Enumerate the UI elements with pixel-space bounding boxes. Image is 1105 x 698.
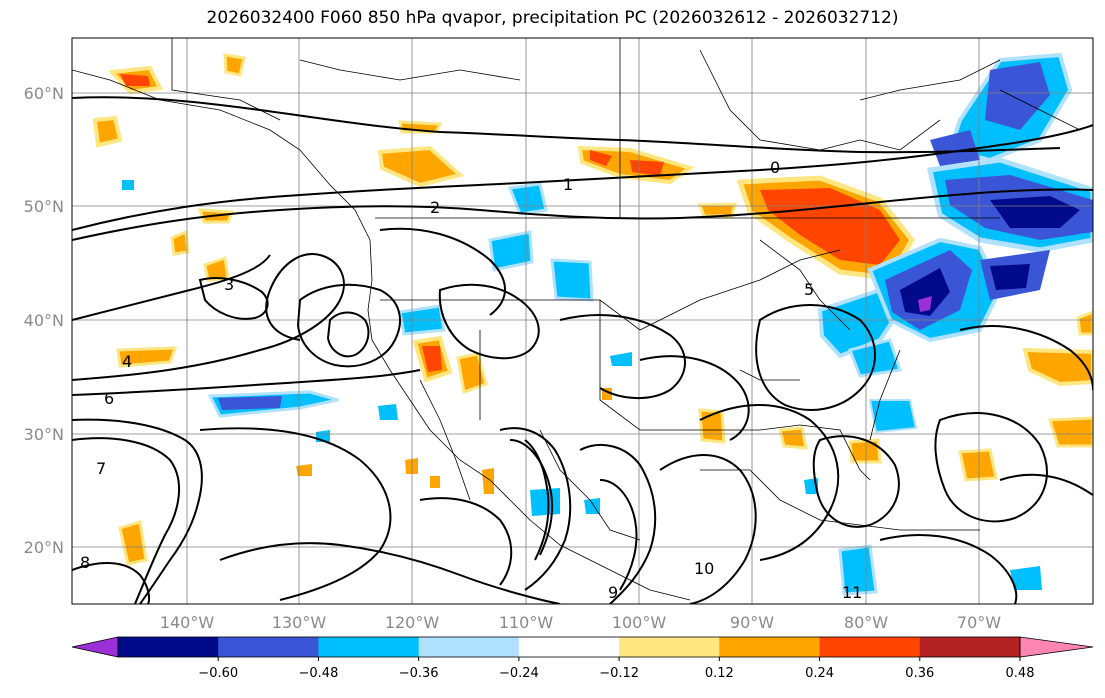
lat-label: 50°N <box>24 197 64 216</box>
contour-label: 5 <box>804 280 814 299</box>
colorbar: −0.60 −0.48 −0.36 −0.24 −0.12 0.12 0.24 0.36 0.4… <box>71 636 1094 681</box>
colorbar-bin <box>619 637 720 657</box>
colorbar-frame <box>117 636 1021 658</box>
colorbar-bin <box>919 637 1021 657</box>
colorbar-bin <box>518 637 620 657</box>
colorbar-bin <box>418 637 520 657</box>
qvapor-contours <box>72 96 1093 604</box>
colorbar-tick-label: 0.36 <box>905 666 934 681</box>
contour-label: 8 <box>80 553 90 572</box>
colorbar-tick-label: 0.24 <box>805 666 834 681</box>
contour-labels: 0 1 2 3 4 5 6 7 8 9 10 11 <box>80 158 862 602</box>
precip-anomaly-fill <box>92 52 1093 596</box>
longitude-labels: 140°W 130°W 120°W 110°W 100°W 90°W 80°W … <box>160 613 1001 632</box>
contour-label: 9 <box>608 583 618 602</box>
colorbar-tick-label: −0.60 <box>198 666 238 681</box>
colorbar-tick-label: −0.12 <box>599 666 639 681</box>
colorbar-bin <box>819 637 921 657</box>
map-border <box>71 37 1094 605</box>
colorbar-bin <box>118 637 219 657</box>
colorbar-tick-label: −0.24 <box>499 666 539 681</box>
colorbar-tick-label: 0.48 <box>1006 666 1035 681</box>
contour-label: 2 <box>430 198 440 217</box>
lon-label: 120°W <box>385 613 440 632</box>
lon-label: 100°W <box>612 613 667 632</box>
contour-label: 1 <box>563 175 573 194</box>
latitude-labels: 60°N 50°N 40°N 30°N 20°N <box>24 84 64 557</box>
lon-label: 130°W <box>272 613 327 632</box>
lat-label: 60°N <box>24 84 64 103</box>
lon-label: 80°W <box>844 613 888 632</box>
contour-label: 6 <box>104 389 114 408</box>
colorbar-tick-label: −0.48 <box>299 666 339 681</box>
colorbar-bin <box>318 637 420 657</box>
lat-label: 20°N <box>24 538 64 557</box>
lon-label: 140°W <box>160 613 215 632</box>
lat-label: 30°N <box>24 425 64 444</box>
colorbar-tick-label: −0.36 <box>399 666 439 681</box>
contour-label: 10 <box>694 559 714 578</box>
contour-label: 7 <box>96 459 106 478</box>
colorbar-bin <box>218 637 319 657</box>
lon-label: 90°W <box>730 613 774 632</box>
lon-label: 70°W <box>957 613 1001 632</box>
contour-label: 11 <box>842 583 862 602</box>
lon-label: 110°W <box>499 613 554 632</box>
colorbar-lower-extend <box>71 636 119 658</box>
contour-label: 3 <box>224 275 234 294</box>
map-title: 2026032400 F060 850 hPa qvapor, precipit… <box>206 8 899 28</box>
colorbar-tick-label: 0.12 <box>705 666 734 681</box>
colorbar-upper-extend <box>1019 636 1094 658</box>
contour-label: 0 <box>770 158 780 177</box>
lat-label: 40°N <box>24 311 64 330</box>
colorbar-bin <box>719 637 821 657</box>
contour-label: 4 <box>122 352 132 371</box>
